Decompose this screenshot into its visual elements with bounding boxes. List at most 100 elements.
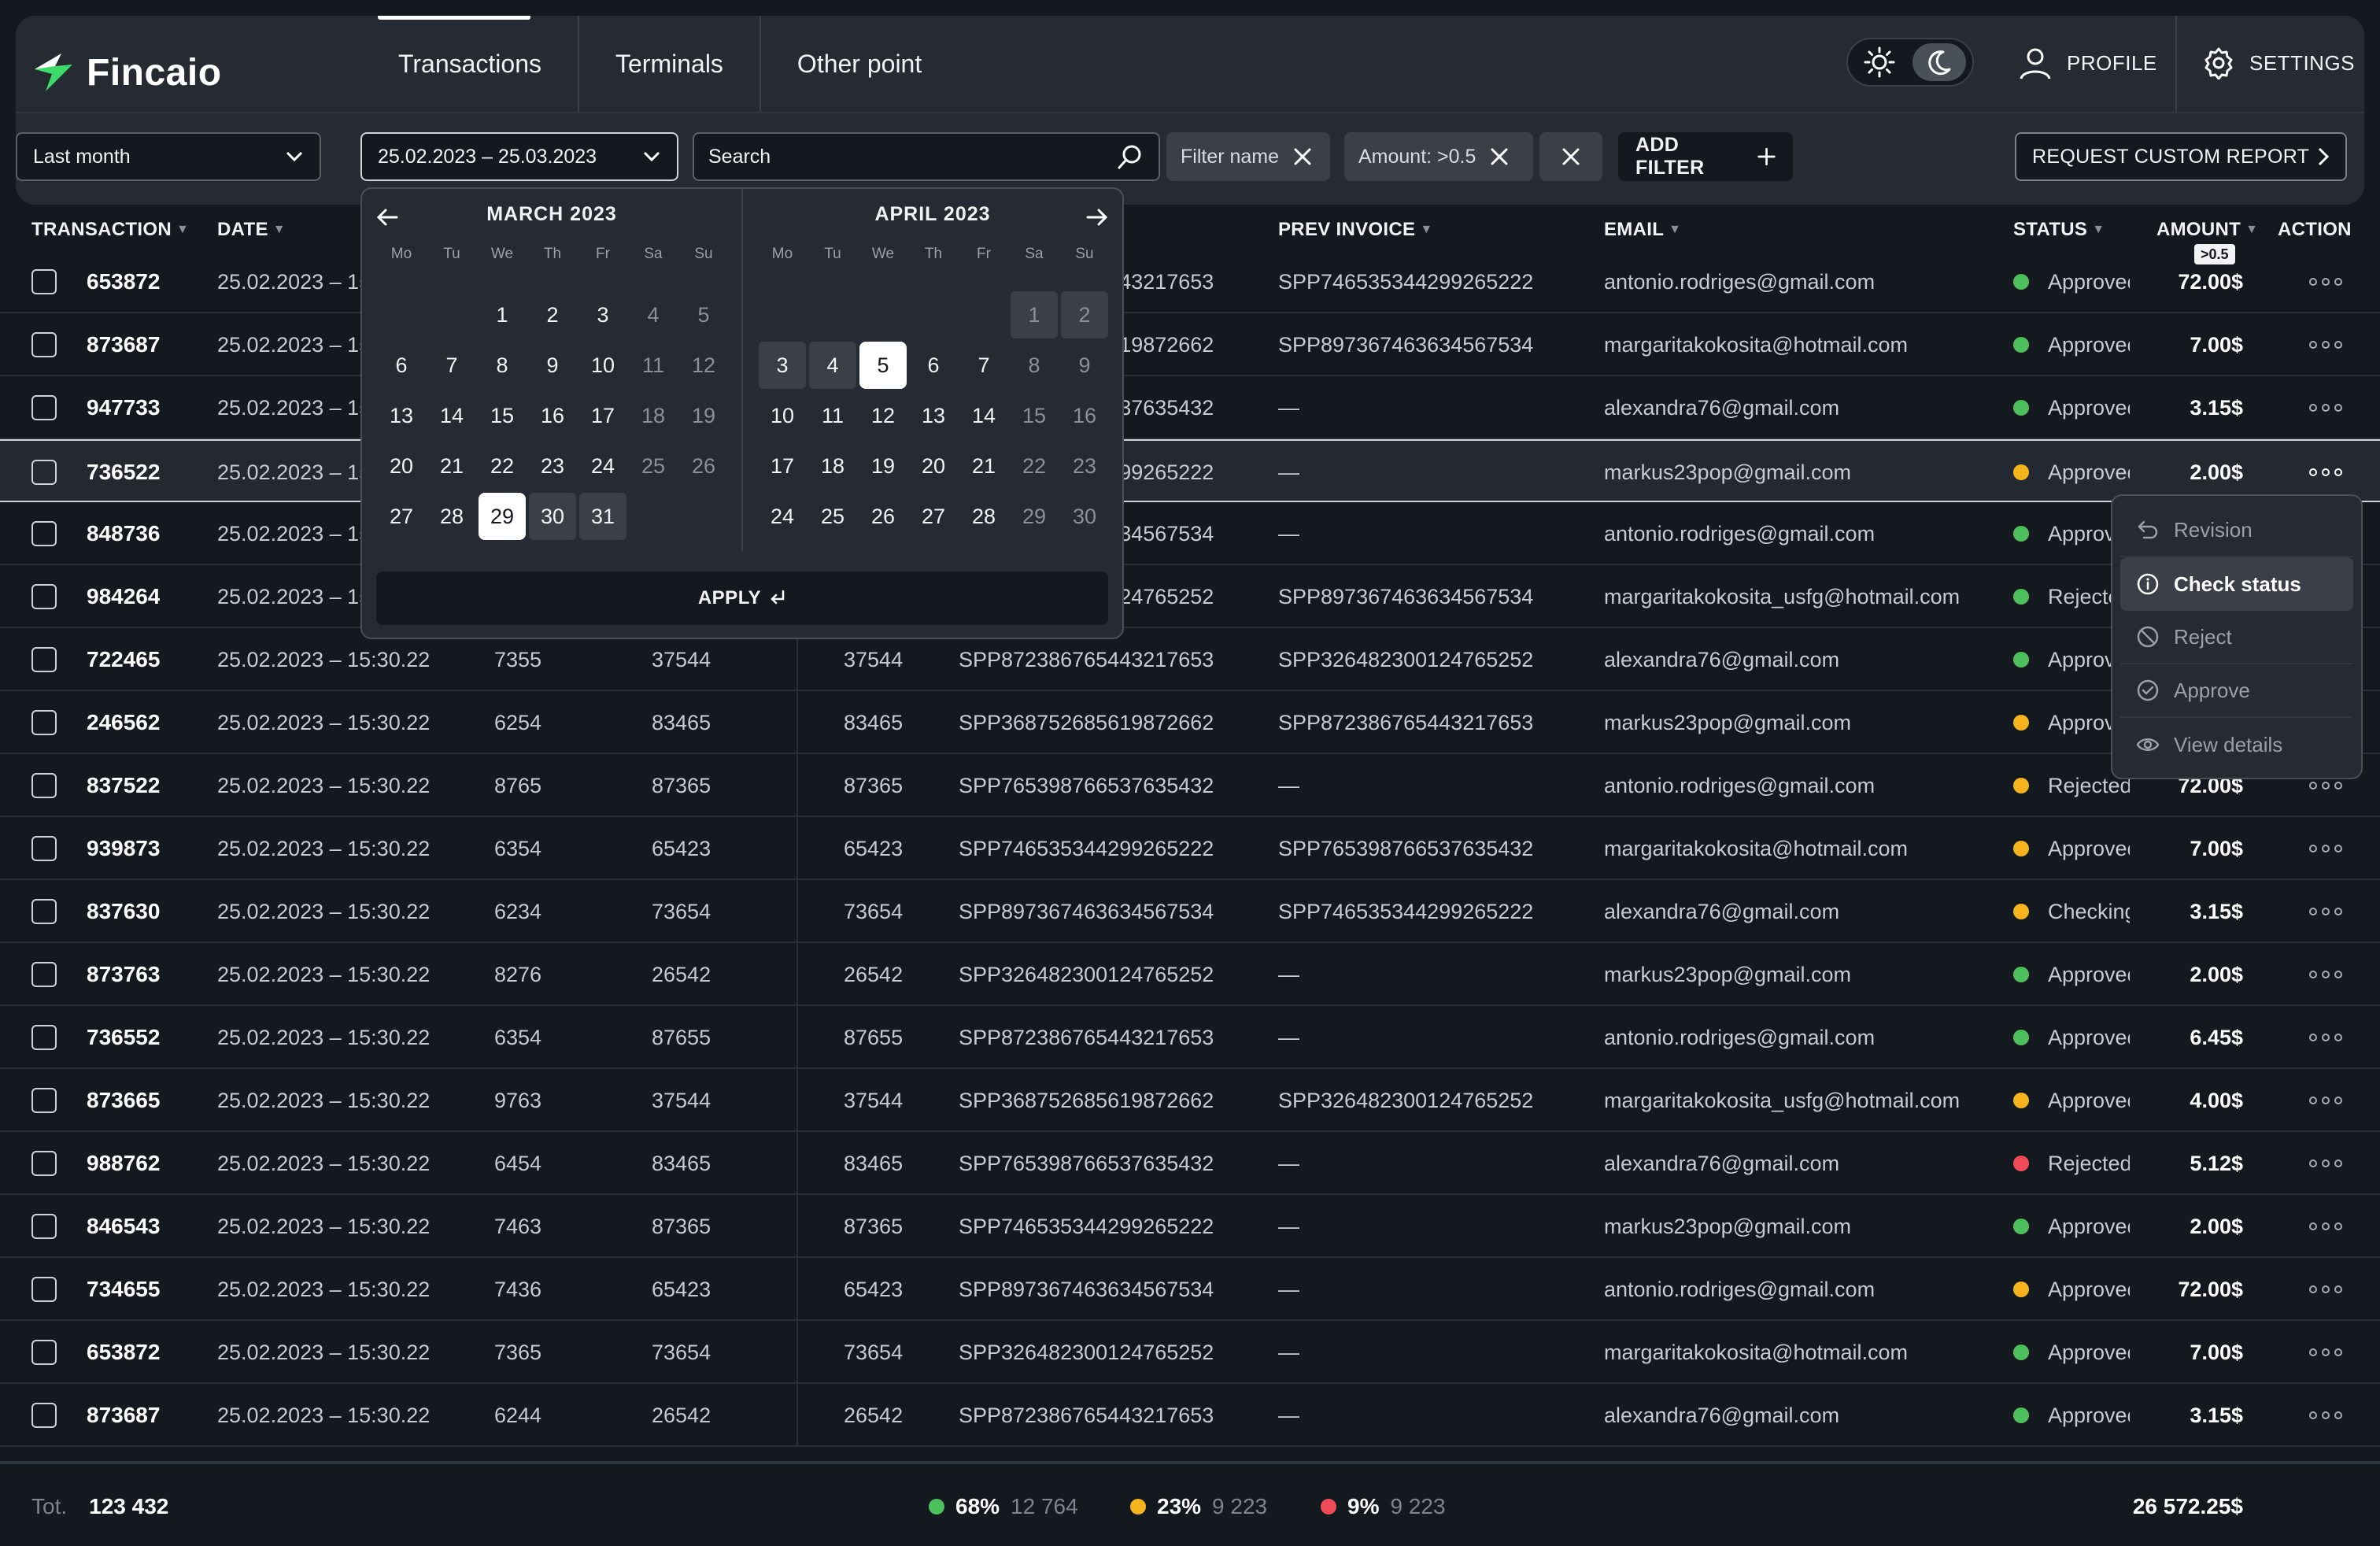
calendar-day[interactable]: 9: [546, 353, 559, 377]
calendar-day[interactable]: 15: [1022, 403, 1047, 427]
sort-icon[interactable]: ▼: [1420, 223, 1433, 236]
close-icon[interactable]: [1293, 147, 1312, 166]
row-checkbox[interactable]: [31, 269, 57, 294]
calendar-day[interactable]: 1: [496, 302, 508, 327]
calendar-day[interactable]: 28: [439, 504, 464, 528]
more-icon[interactable]: [2298, 1258, 2353, 1321]
calendar-day[interactable]: 1: [1011, 291, 1058, 338]
calendar-day[interactable]: 21: [439, 453, 464, 478]
table-row[interactable]: 734655 25.02.2023 – 15:30.22 7436 65423 6542…: [0, 1258, 2380, 1321]
table-row[interactable]: 988762 25.02.2023 – 15:30.22 6454 83465 8346…: [0, 1132, 2380, 1195]
row-checkbox[interactable]: [31, 1403, 57, 1428]
calendar-day[interactable]: 25: [641, 453, 666, 478]
col-email[interactable]: EMAIL ▼: [1604, 219, 1681, 241]
row-checkbox[interactable]: [31, 836, 57, 861]
moon-icon[interactable]: [1913, 43, 1966, 81]
profile-link[interactable]: PROFILE: [2018, 39, 2157, 87]
request-report-button[interactable]: REQUEST CUSTOM REPORT: [2015, 132, 2347, 181]
search-input[interactable]: Search: [693, 132, 1160, 181]
row-checkbox[interactable]: [31, 899, 57, 924]
calendar-day[interactable]: 10: [770, 403, 795, 427]
more-icon[interactable]: [2298, 943, 2353, 1006]
menu-item-check-status[interactable]: Check status: [2120, 557, 2353, 611]
tab-other-point[interactable]: Other point: [796, 49, 922, 78]
calendar-day[interactable]: 22: [1022, 453, 1047, 478]
table-row[interactable]: 722465 25.02.2023 – 15:30.22 7355 37544 3754…: [0, 628, 2380, 691]
calendar-day[interactable]: 4: [647, 302, 660, 327]
calendar-day[interactable]: 21: [971, 453, 996, 478]
more-icon[interactable]: [2298, 754, 2353, 817]
sort-icon[interactable]: ▼: [272, 223, 286, 236]
table-row[interactable]: 837522 25.02.2023 – 15:30.22 8765 87365 8736…: [0, 754, 2380, 817]
more-icon[interactable]: [2298, 250, 2353, 313]
calendar-day[interactable]: 2: [1061, 291, 1108, 338]
menu-item-approve[interactable]: Approve: [2120, 664, 2353, 718]
more-icon[interactable]: [2298, 1069, 2353, 1132]
calendar-day[interactable]: 23: [540, 453, 565, 478]
calendar-day[interactable]: 16: [1072, 403, 1097, 427]
calendar-day[interactable]: 14: [439, 403, 464, 427]
more-icon[interactable]: [2298, 313, 2353, 376]
menu-item-revision[interactable]: Revision: [2120, 504, 2353, 557]
more-icon[interactable]: [2298, 880, 2353, 943]
row-checkbox[interactable]: [31, 962, 57, 987]
logo[interactable]: Fincaio: [31, 44, 222, 101]
calendar-day[interactable]: 13: [921, 403, 946, 427]
calendar-day[interactable]: 25: [820, 504, 845, 528]
calendar-day[interactable]: 23: [1072, 453, 1097, 478]
calendar-day[interactable]: 31: [579, 493, 626, 540]
calendar-day[interactable]: 9: [1078, 353, 1091, 377]
calendar-day[interactable]: 2: [546, 302, 559, 327]
table-row[interactable]: 736552 25.02.2023 – 15:30.22 6354 87655 8765…: [0, 1006, 2380, 1069]
calendar-day[interactable]: 14: [971, 403, 996, 427]
calendar-day[interactable]: 20: [389, 453, 414, 478]
table-row[interactable]: 939873 25.02.2023 – 15:30.22 6354 65423 6542…: [0, 817, 2380, 880]
col-date[interactable]: DATE ▼: [217, 219, 286, 241]
calendar-day[interactable]: 13: [389, 403, 414, 427]
more-icon[interactable]: [2298, 1006, 2353, 1069]
calendar-day[interactable]: 15: [490, 403, 515, 427]
add-filter-button[interactable]: ADD FILTER: [1618, 132, 1793, 181]
col-prev-invoice[interactable]: PREV INVOICE ▼: [1278, 219, 1432, 241]
table-row[interactable]: 873687 25.02.2023 – 15:30.22 6244 26542 2654…: [0, 1384, 2380, 1447]
more-icon[interactable]: [2298, 817, 2353, 880]
row-checkbox[interactable]: [31, 647, 57, 672]
calendar-day[interactable]: 11: [821, 403, 844, 427]
calendar-day[interactable]: 27: [921, 504, 946, 528]
more-icon[interactable]: [2298, 1132, 2353, 1195]
row-checkbox[interactable]: [31, 710, 57, 735]
calendar-day[interactable]: 17: [590, 403, 615, 427]
calendar-day[interactable]: 5: [859, 342, 907, 389]
calendar-day[interactable]: 26: [691, 453, 716, 478]
sort-icon[interactable]: ▼: [176, 223, 190, 236]
calendar-day[interactable]: 6: [927, 353, 940, 377]
menu-item-view-details[interactable]: View details: [2120, 718, 2353, 771]
calendar-day[interactable]: 30: [529, 493, 576, 540]
row-checkbox[interactable]: [31, 332, 57, 357]
calendar-day[interactable]: 7: [978, 353, 990, 377]
row-checkbox[interactable]: [31, 521, 57, 546]
row-checkbox[interactable]: [31, 1340, 57, 1365]
calendar-day[interactable]: 5: [697, 302, 710, 327]
apply-button[interactable]: APPLY: [376, 571, 1108, 625]
col-amount[interactable]: AMOUNT ▼: [2156, 219, 2258, 241]
calendar-day[interactable]: 27: [389, 504, 414, 528]
filter-chip-amount[interactable]: Amount: >0.5: [1344, 132, 1533, 181]
calendar-day[interactable]: 18: [641, 403, 666, 427]
sort-icon[interactable]: ▼: [1669, 223, 1682, 236]
arrow-left-icon[interactable]: [371, 202, 403, 233]
row-checkbox[interactable]: [31, 460, 57, 485]
col-status[interactable]: STATUS ▼: [2013, 219, 2105, 241]
calendar-day[interactable]: 19: [870, 453, 896, 478]
calendar-day[interactable]: 4: [809, 342, 856, 389]
calendar-day[interactable]: 8: [1028, 353, 1040, 377]
calendar-day[interactable]: 20: [921, 453, 946, 478]
calendar-day[interactable]: 11: [641, 353, 665, 377]
table-row[interactable]: 873763 25.02.2023 – 15:30.22 8276 26542 2654…: [0, 943, 2380, 1006]
calendar-day[interactable]: 12: [870, 403, 896, 427]
tab-terminals[interactable]: Terminals: [579, 16, 761, 112]
tab-transactions[interactable]: Transactions: [362, 16, 579, 112]
